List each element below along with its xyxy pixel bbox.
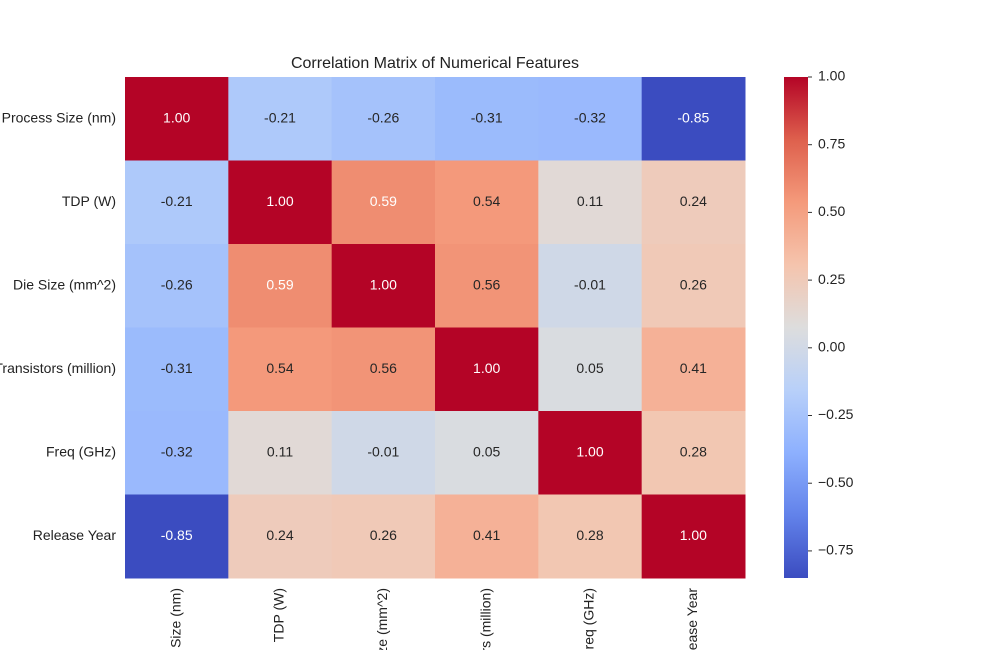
x-tick-label: Transistors (million) <box>477 588 493 650</box>
x-tick-label: Freq (GHz) <box>581 588 597 650</box>
cell-label: -0.01 <box>367 443 399 459</box>
heatmap-cell <box>228 160 333 245</box>
cell-label: 0.54 <box>266 360 293 376</box>
heatmap-cell <box>228 327 333 412</box>
colorbar-tick-label: 1.00 <box>818 68 845 84</box>
cell-label: 0.05 <box>576 360 603 376</box>
colorbar-tick-label: 0.50 <box>818 203 845 219</box>
cell-label: -0.26 <box>367 109 399 125</box>
cell-label: 0.41 <box>680 360 707 376</box>
colorbar-tick-label: −0.75 <box>818 542 854 558</box>
cell-label: -0.32 <box>161 443 193 459</box>
cell-label: -0.01 <box>574 276 606 292</box>
y-tick-label: Transistors (million) <box>0 360 116 376</box>
cell-label: -0.32 <box>574 109 606 125</box>
heatmap-cell <box>435 494 539 579</box>
heatmap-cell <box>641 77 746 161</box>
heatmap-cell <box>228 494 333 579</box>
cell-label: 1.00 <box>163 109 190 125</box>
cell-label: -0.21 <box>264 109 296 125</box>
colorbar-tick-label: 0.00 <box>818 339 845 355</box>
cell-label: 0.59 <box>370 193 397 209</box>
heatmap-cell <box>125 411 229 495</box>
cell-label: 0.41 <box>473 527 500 543</box>
cell-label: 0.26 <box>370 527 397 543</box>
cell-label: 1.00 <box>266 193 293 209</box>
heatmap-cell <box>228 77 333 161</box>
cell-label: 0.11 <box>267 443 293 459</box>
heatmap-cell <box>125 494 229 579</box>
heatmap-cell <box>331 411 436 495</box>
x-tick-label: Process Size (nm) <box>167 588 183 650</box>
heatmap-cell <box>331 494 436 579</box>
cell-label: 1.00 <box>370 276 397 292</box>
cell-label: 0.05 <box>473 443 500 459</box>
chart-title: Correlation Matrix of Numerical Features <box>291 55 579 72</box>
heatmap-cell <box>331 160 436 245</box>
cell-label: -0.26 <box>161 276 193 292</box>
heatmap-cell <box>331 244 436 328</box>
cell-label: 0.56 <box>473 276 500 292</box>
x-tick-label: Release Year <box>684 588 700 650</box>
cell-label: -0.85 <box>677 109 709 125</box>
heatmap-cell <box>125 160 229 245</box>
heatmap-cell <box>435 244 539 328</box>
cell-label: 1.00 <box>680 527 707 543</box>
cell-label: 0.24 <box>680 193 707 209</box>
heatmap-cell <box>538 494 643 579</box>
cell-label: 0.28 <box>576 527 603 543</box>
y-tick-label: Die Size (mm^2) <box>13 276 116 292</box>
cell-label: 0.56 <box>370 360 397 376</box>
y-tick-label: Freq (GHz) <box>46 443 116 459</box>
heatmap-cell <box>538 160 643 245</box>
heatmap-cell <box>435 411 539 495</box>
y-tick-label: Process Size (nm) <box>2 109 116 125</box>
cell-label: 0.26 <box>680 276 707 292</box>
cell-label: 0.59 <box>266 276 293 292</box>
heatmap-cell <box>538 411 643 495</box>
heatmap-cell <box>435 77 539 161</box>
heatmap-cell <box>435 160 539 245</box>
x-tick-label: TDP (W) <box>271 588 287 642</box>
cell-label: -0.21 <box>161 193 193 209</box>
heatmap-cell <box>125 327 229 412</box>
heatmap-cell <box>538 244 643 328</box>
colorbar <box>784 77 808 578</box>
heatmap-cell <box>641 411 746 495</box>
heatmap-cell <box>538 77 643 161</box>
cell-label: 0.24 <box>266 527 293 543</box>
colorbar-tick-label: −0.50 <box>818 474 854 490</box>
colorbar-tick-label: 0.25 <box>818 271 845 287</box>
colorbar-tick-label: −0.25 <box>818 406 854 422</box>
heatmap-cell <box>435 327 539 412</box>
heatmap-cell <box>538 327 643 412</box>
y-tick-label: Release Year <box>33 527 117 543</box>
heatmap-cell <box>641 244 746 328</box>
cell-label: 0.54 <box>473 193 500 209</box>
cell-label: 1.00 <box>576 443 603 459</box>
heatmap-cell <box>331 327 436 412</box>
heatmap-cell <box>641 327 746 412</box>
heatmap-cell <box>641 494 746 579</box>
cell-label: -0.31 <box>471 109 503 125</box>
x-tick-label: Die Size (mm^2) <box>374 588 390 650</box>
heatmap-cell <box>228 411 333 495</box>
heatmap-cell <box>228 244 333 328</box>
cell-label: -0.31 <box>161 360 193 376</box>
heatmap-cell <box>331 77 436 161</box>
cell-label: 0.28 <box>680 443 707 459</box>
heatmap-cell <box>125 244 229 328</box>
cell-label: 1.00 <box>473 360 500 376</box>
heatmap-cell <box>641 160 746 245</box>
colorbar-tick-label: 0.75 <box>818 135 845 151</box>
y-tick-label: TDP (W) <box>62 193 116 209</box>
cell-label: 0.11 <box>577 193 603 209</box>
cell-label: -0.85 <box>161 527 193 543</box>
heatmap-cell <box>125 77 229 161</box>
